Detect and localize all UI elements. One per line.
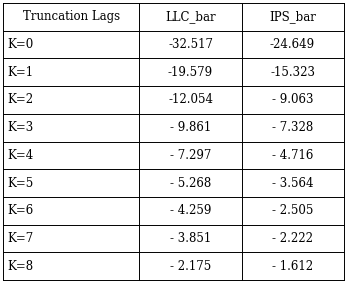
Text: K=2: K=2	[7, 93, 33, 106]
Text: -15.323: -15.323	[270, 66, 315, 79]
Text: K=7: K=7	[7, 232, 33, 245]
Text: -24.649: -24.649	[270, 38, 315, 51]
Text: - 4.259: - 4.259	[170, 204, 211, 217]
Text: - 2.505: - 2.505	[272, 204, 313, 217]
Text: - 4.716: - 4.716	[272, 149, 313, 162]
Text: - 7.297: - 7.297	[170, 149, 211, 162]
Text: - 9.861: - 9.861	[170, 121, 211, 134]
Text: K=0: K=0	[7, 38, 33, 51]
Text: K=3: K=3	[7, 121, 33, 134]
Text: -12.054: -12.054	[168, 93, 213, 106]
Text: - 9.063: - 9.063	[272, 93, 313, 106]
Text: - 2.222: - 2.222	[272, 232, 313, 245]
Text: IPS_bar: IPS_bar	[269, 10, 316, 23]
Text: -19.579: -19.579	[168, 66, 213, 79]
Text: - 1.612: - 1.612	[272, 260, 313, 273]
Text: - 5.268: - 5.268	[170, 177, 211, 190]
Text: K=8: K=8	[7, 260, 33, 273]
Text: K=1: K=1	[7, 66, 33, 79]
Text: -32.517: -32.517	[168, 38, 213, 51]
Text: - 2.175: - 2.175	[170, 260, 211, 273]
Text: K=6: K=6	[7, 204, 33, 217]
Text: - 3.851: - 3.851	[170, 232, 211, 245]
Text: K=4: K=4	[7, 149, 33, 162]
Text: - 7.328: - 7.328	[272, 121, 313, 134]
Text: LLC_bar: LLC_bar	[165, 10, 216, 23]
Text: K=5: K=5	[7, 177, 33, 190]
Text: Truncation Lags: Truncation Lags	[23, 10, 120, 23]
Text: - 3.564: - 3.564	[272, 177, 313, 190]
